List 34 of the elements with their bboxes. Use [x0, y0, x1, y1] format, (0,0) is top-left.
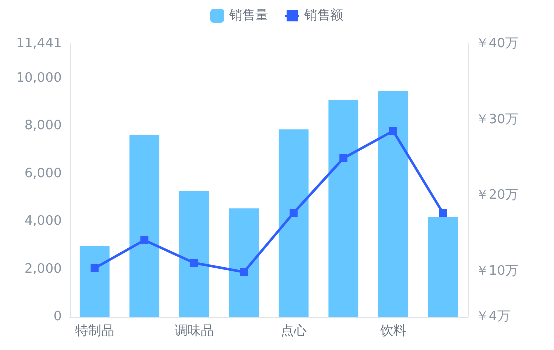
x-tick-label: 特制品 [75, 324, 114, 339]
bar [80, 246, 110, 317]
point [240, 268, 248, 276]
point [140, 236, 149, 244]
point [290, 209, 298, 218]
y-tick-label: 4,000 [24, 214, 62, 230]
point [389, 127, 398, 136]
point [340, 154, 348, 163]
point [190, 259, 198, 268]
y2-tick-label: ￥4万 [476, 310, 510, 324]
bar [278, 130, 309, 317]
x-tick-label: 点心 [280, 323, 307, 339]
bar [229, 208, 260, 317]
x-tick-label: 调味品 [174, 324, 214, 339]
y2-tick-label: ￥30万 [476, 112, 519, 128]
bar [328, 100, 359, 317]
bar [428, 217, 458, 317]
legend-label: 销售量 [228, 8, 268, 24]
y-tick-label: 2,000 [24, 262, 62, 277]
point [90, 264, 99, 272]
y2-tick-label: ￥10万 [476, 264, 519, 279]
bar [130, 135, 160, 317]
y2-tick-label: ￥20万 [476, 188, 519, 204]
x-tick-label: 饮料 [379, 324, 406, 339]
legend-label: 销售额 [304, 8, 344, 24]
y-tick-label: 6,000 [24, 166, 62, 182]
bar [378, 91, 408, 317]
y-tick-label: 0 [54, 310, 62, 324]
y2-tick-label: ￥40万 [476, 36, 519, 52]
y-tick-label: 10,000 [16, 70, 62, 86]
y-tick-label: 8,000 [24, 118, 62, 134]
point [439, 209, 448, 218]
bar [179, 191, 210, 317]
y-tick-label: 11,441 [16, 36, 62, 52]
